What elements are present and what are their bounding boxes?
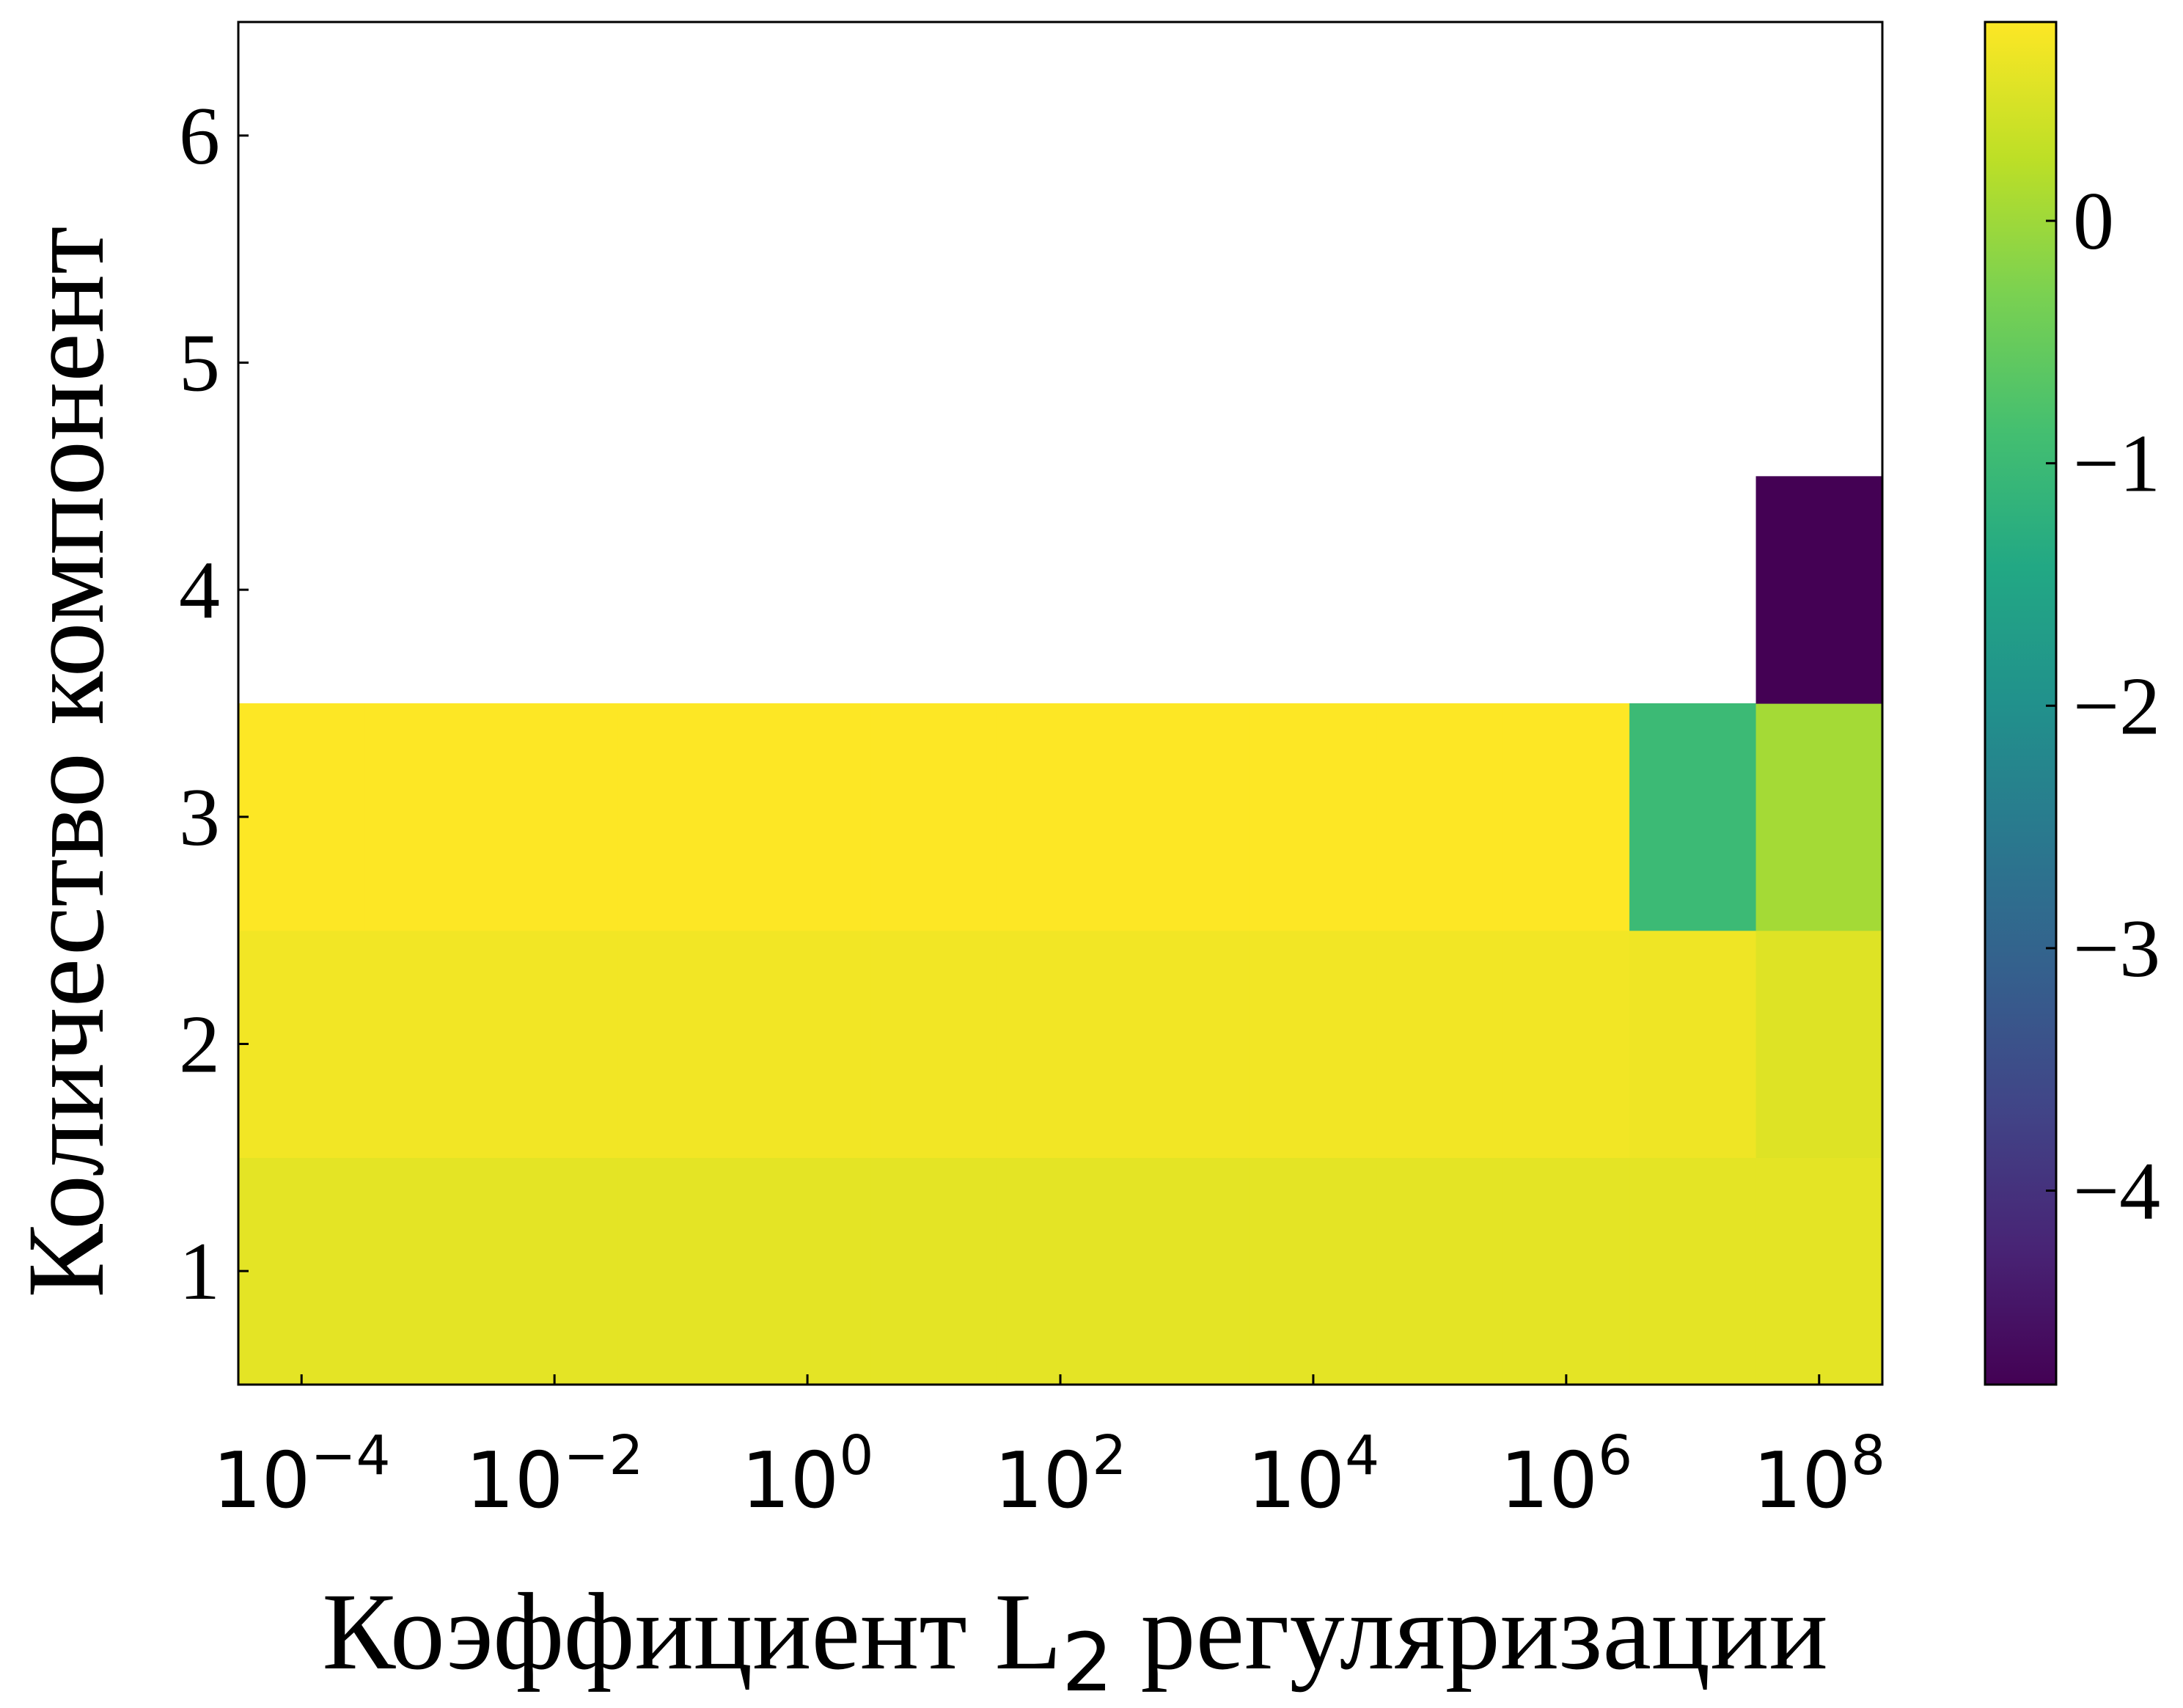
heatmap-cells [238,476,1883,1385]
heatmap-cell [997,703,1124,931]
y-tick-label: 6 [179,91,220,182]
heatmap-cell [1250,1157,1377,1385]
heatmap-cell [870,930,998,1158]
heatmap-cell [870,703,998,931]
heatmap-cell [617,1157,745,1385]
heatmap-cell [238,1157,366,1385]
x-axis-label: Коэффициент L2 регуляризации [322,1571,1828,1708]
heatmap-cell [364,1157,492,1385]
heatmap-cell [1123,703,1251,931]
heatmap-cell [1250,703,1377,931]
heatmap-cell [1123,1157,1251,1385]
y-tick-label: 1 [179,1226,220,1317]
heatmap-cell [1376,930,1504,1158]
colorbar-tick-label: 0 [2073,176,2114,267]
heatmap-cell [238,703,366,931]
heatmap-cell [617,703,745,931]
heatmap-cell [744,1157,871,1385]
x-tick-label: 10−2 [466,1424,644,1525]
heatmap-cell [997,930,1124,1158]
heatmap-cell [1755,930,1883,1158]
y-axis-ticks: 1 2 3 4 5 6 [179,91,249,1317]
colorbar-tick-label: −1 [2073,419,2160,510]
heatmap-cell [1503,930,1630,1158]
y-axis-label: Количество компонент [5,226,127,1297]
heatmap-cell [1629,930,1757,1158]
x-tick-label: 106 [1500,1424,1632,1525]
x-axis-ticks: 10−4 10−2 100 102 104 106 108 [213,1374,1885,1525]
heatmap-cell [238,930,366,1158]
heatmap-cell [1755,1157,1883,1385]
heatmap-cell [1629,1157,1757,1385]
heatmap-cell [870,1157,998,1385]
x-tick-label: 100 [741,1424,874,1525]
heatmap-cell [491,703,618,931]
heatmap-cell [1503,1157,1630,1385]
heatmap-cell [744,703,871,931]
heatmap-cell [1503,703,1630,931]
colorbar-tick-label: −3 [2073,904,2160,994]
heatmap-cell [1755,476,1883,704]
heatmap-cell [1376,703,1504,931]
heatmap-cell [491,930,618,1158]
y-tick-label: 2 [179,1000,220,1091]
colorbar-tick-label: −4 [2073,1146,2160,1237]
x-tick-label: 102 [994,1424,1127,1525]
heatmap-cell [1755,703,1883,931]
y-tick-label: 4 [179,545,220,636]
heatmap-cell [364,930,492,1158]
colorbar-ticks: 0 −1 −2 −3 −4 [2046,176,2160,1237]
x-tick-label: 104 [1247,1424,1380,1525]
x-tick-label: 10−4 [213,1424,391,1525]
heatmap-cell [364,703,492,931]
heatmap-cell [491,1157,618,1385]
heatmap-cell [1376,1157,1504,1385]
heatmap-cell [617,930,745,1158]
y-tick-label: 3 [179,772,220,863]
heatmap-cell [1629,703,1757,931]
x-tick-label: 108 [1753,1424,1885,1525]
heatmap-cell [997,1157,1124,1385]
heatmap-cell [1123,930,1251,1158]
y-tick-label: 5 [179,318,220,409]
heatmap-cell [744,930,871,1158]
heatmap-cell [1250,930,1377,1158]
colorbar [1984,21,2058,1386]
colorbar-tick-label: −2 [2073,661,2160,752]
